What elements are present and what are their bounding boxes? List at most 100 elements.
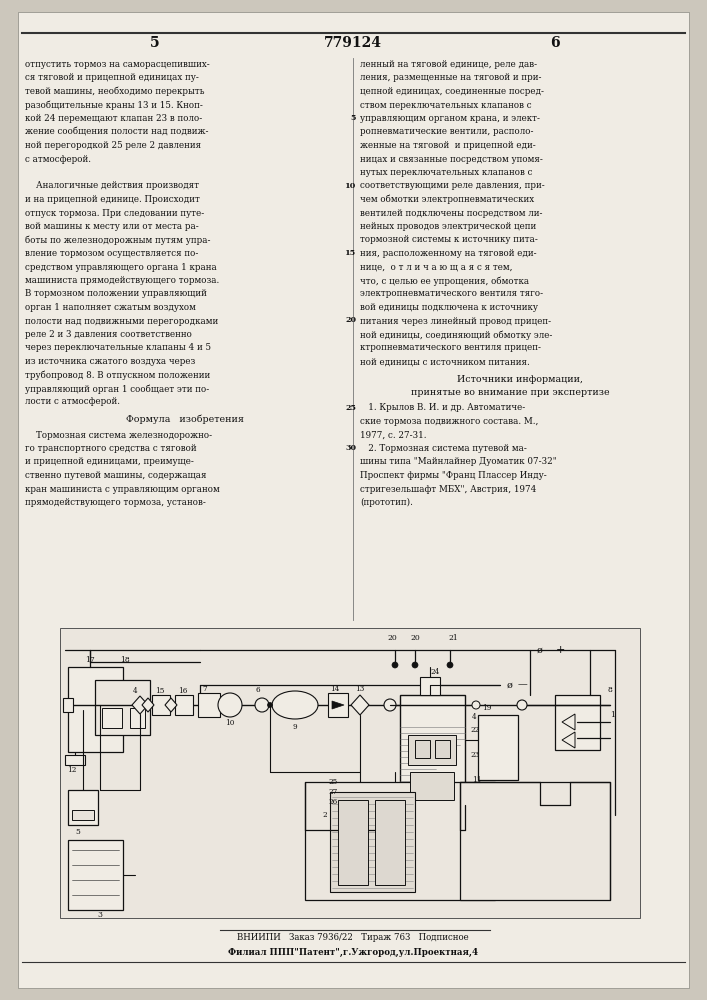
Text: ленный на тяговой единице, реле дав-: ленный на тяговой единице, реле дав-: [360, 60, 537, 69]
Bar: [460, 782, 610, 900]
Text: 2. Тормозная система путевой ма-: 2. Тормозная система путевой ма-: [360, 444, 527, 453]
Bar: [72, 810, 94, 820]
Text: вой единицы подключена к источнику: вой единицы подключена к источнику: [360, 303, 538, 312]
Bar: [68, 790, 98, 825]
Bar: [63, 698, 73, 712]
Text: управляющий орган 1 сообщает эти по-: управляющий орган 1 сообщает эти по-: [25, 384, 209, 393]
Text: 22: 22: [470, 726, 479, 734]
Polygon shape: [332, 701, 344, 709]
Text: Филиал ППП"Патент",г.Ужгород,ул.Проектная,4: Филиал ППП"Патент",г.Ужгород,ул.Проектна…: [228, 947, 478, 957]
Text: шины типа "Майнлайнер Дуоматик 07-32": шины типа "Майнлайнер Дуоматик 07-32": [360, 458, 556, 466]
Text: ропневматические вентили, располо-: ропневматические вентили, располо-: [360, 127, 534, 136]
Text: 9: 9: [293, 723, 298, 731]
Text: —: —: [517, 680, 527, 690]
Bar: [415, 740, 430, 758]
Bar: [68, 840, 123, 910]
Text: орган 1 наполняет сжатым воздухом: орган 1 наполняет сжатым воздухом: [25, 303, 196, 312]
Text: 26: 26: [328, 798, 337, 806]
Bar: [175, 695, 193, 715]
Text: отпуск тормоза. При следовании путе-: отпуск тормоза. При следовании путе-: [25, 209, 204, 218]
Text: 15: 15: [155, 687, 164, 695]
Text: 779124: 779124: [324, 36, 382, 50]
Text: ления, размещенные на тяговой и при-: ления, размещенные на тяговой и при-: [360, 74, 542, 83]
Text: 1977, с. 27-31.: 1977, с. 27-31.: [360, 430, 426, 440]
Text: ø: ø: [507, 680, 513, 690]
Bar: [65, 755, 85, 765]
Text: ния, расположенному на тяговой еди-: ния, расположенному на тяговой еди-: [360, 249, 537, 258]
Text: 6: 6: [550, 36, 560, 50]
Text: ной единицы с источником питания.: ной единицы с источником питания.: [360, 357, 530, 366]
Bar: [555, 695, 600, 750]
Bar: [435, 740, 450, 758]
Text: 10: 10: [345, 182, 356, 190]
Text: нице,  о т л и ч а ю щ а я с я тем,: нице, о т л и ч а ю щ а я с я тем,: [360, 262, 513, 271]
Text: (прототип).: (прототип).: [360, 498, 413, 507]
Text: ственно путевой машины, содержащая: ственно путевой машины, содержащая: [25, 471, 206, 480]
Text: 15: 15: [345, 249, 356, 257]
Circle shape: [412, 662, 418, 668]
Circle shape: [472, 701, 480, 709]
Text: жение сообщения полости над подвиж-: жение сообщения полости над подвиж-: [25, 127, 209, 136]
Bar: [420, 677, 440, 695]
Text: Аналогичные действия производят: Аналогичные действия производят: [25, 182, 199, 190]
Bar: [400, 695, 465, 805]
Polygon shape: [562, 714, 575, 730]
Text: Формула   изобретения: Формула изобретения: [126, 415, 244, 424]
Text: 20: 20: [345, 316, 356, 324]
Text: тевой машины, необходимо перекрыть: тевой машины, необходимо перекрыть: [25, 87, 204, 97]
Bar: [410, 772, 454, 800]
Text: ся тяговой и прицепной единицах пу-: ся тяговой и прицепной единицах пу-: [25, 74, 199, 83]
Text: 25: 25: [328, 778, 337, 786]
Text: 3: 3: [98, 911, 103, 919]
Text: прямодействующего тормоза, установ-: прямодействующего тормоза, установ-: [25, 498, 206, 507]
Bar: [102, 708, 122, 728]
Bar: [305, 782, 495, 900]
Polygon shape: [351, 695, 369, 715]
Text: 24: 24: [431, 668, 440, 676]
Bar: [60, 628, 640, 918]
Bar: [130, 708, 145, 728]
Text: соответствующими реле давления, при-: соответствующими реле давления, при-: [360, 182, 545, 190]
Text: ВНИИПИ   Заказ 7936/22   Тираж 763   Подписное: ВНИИПИ Заказ 7936/22 Тираж 763 Подписное: [237, 934, 469, 942]
Bar: [408, 735, 456, 765]
Text: +: +: [555, 645, 565, 655]
Circle shape: [517, 700, 527, 710]
Text: 16: 16: [178, 687, 187, 695]
Text: 1. Крылов В. И. и др. Автоматиче-: 1. Крылов В. И. и др. Автоматиче-: [360, 403, 525, 412]
Text: нейных проводов электрической цепи: нейных проводов электрической цепи: [360, 222, 536, 231]
Text: 11: 11: [472, 776, 481, 784]
Bar: [375, 800, 405, 885]
Text: ктропневматического вентиля прицеп-: ктропневматического вентиля прицеп-: [360, 344, 541, 353]
Text: 8: 8: [608, 686, 613, 694]
Text: го транспортного средства с тяговой: го транспортного средства с тяговой: [25, 444, 197, 453]
Text: из источника сжатого воздуха через: из источника сжатого воздуха через: [25, 357, 195, 366]
Text: и на прицепной единице. Происходит: и на прицепной единице. Происходит: [25, 195, 200, 204]
Text: 20: 20: [410, 634, 420, 642]
Polygon shape: [165, 698, 177, 712]
Text: 12: 12: [67, 766, 76, 774]
Text: стригезельшафт МБХ", Австрия, 1974: стригезельшафт МБХ", Австрия, 1974: [360, 485, 537, 493]
Text: боты по железнодорожным путям упра-: боты по железнодорожным путям упра-: [25, 235, 211, 245]
Text: 5: 5: [150, 36, 160, 50]
Text: 20: 20: [387, 634, 397, 642]
Text: 4: 4: [472, 713, 477, 721]
Circle shape: [218, 693, 242, 717]
Text: машиниста прямодействующего тормоза.: машиниста прямодействующего тормоза.: [25, 276, 219, 285]
Text: ницах и связанные посредством упомя-: ницах и связанные посредством упомя-: [360, 154, 543, 163]
Bar: [198, 693, 220, 717]
Text: Тормозная система железнодорожно-: Тормозная система железнодорожно-: [25, 430, 212, 440]
Text: 17: 17: [85, 656, 95, 664]
Bar: [328, 693, 348, 717]
Text: 23: 23: [470, 751, 479, 759]
Text: управляющим органом крана, и элект-: управляющим органом крана, и элект-: [360, 114, 540, 123]
Text: электропневматического вентиля тяго-: электропневматического вентиля тяго-: [360, 290, 543, 298]
Text: кран машиниста с управляющим органом: кран машиниста с управляющим органом: [25, 485, 220, 493]
Text: 6: 6: [256, 686, 260, 694]
Bar: [95, 680, 150, 735]
Text: чем обмотки электропневматических: чем обмотки электропневматических: [360, 195, 534, 205]
Text: трубопровод 8. В отпускном положении: трубопровод 8. В отпускном положении: [25, 370, 210, 380]
Bar: [338, 800, 368, 885]
Text: отпустить тормоз на саморасцепивших-: отпустить тормоз на саморасцепивших-: [25, 60, 210, 69]
Text: 18: 18: [120, 656, 130, 664]
Text: 19: 19: [482, 704, 491, 712]
